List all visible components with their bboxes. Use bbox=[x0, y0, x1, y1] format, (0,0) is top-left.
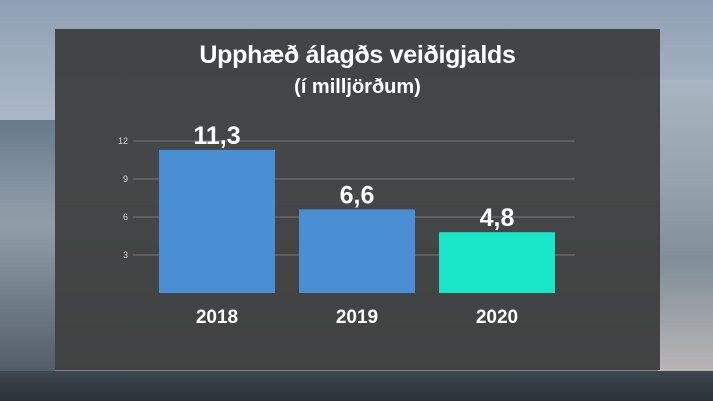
category-label: 2018 bbox=[196, 307, 238, 328]
bar-2018 bbox=[159, 149, 275, 293]
y-tick-labels: 3 6 9 12 bbox=[118, 136, 128, 260]
category-labels: 2018 2019 2020 bbox=[196, 307, 518, 328]
bar-chart: 3 6 9 12 11,3 6,6 4,8 2018 2019 2020 bbox=[118, 122, 575, 328]
y-tick-label: 6 bbox=[123, 212, 128, 222]
y-tick-label: 9 bbox=[123, 174, 128, 184]
data-label: 4,8 bbox=[480, 204, 515, 232]
bar-2020 bbox=[439, 232, 555, 293]
bar-2019 bbox=[299, 209, 415, 293]
data-label: 11,3 bbox=[193, 122, 240, 150]
y-tick-label: 3 bbox=[123, 250, 128, 260]
y-tick-label: 12 bbox=[118, 136, 128, 146]
chart-subtitle: (í milljörðum) bbox=[294, 76, 421, 98]
chart-panel: Upphæð álagðs veiðigjalds (í milljörðum)… bbox=[55, 29, 660, 370]
data-labels: 11,3 6,6 4,8 bbox=[193, 122, 514, 232]
background-bottom bbox=[0, 371, 713, 401]
bars bbox=[159, 149, 555, 293]
background-right bbox=[658, 80, 713, 380]
data-label: 6,6 bbox=[340, 181, 375, 209]
background-left bbox=[0, 120, 55, 380]
chart-title: Upphæð álagðs veiðigjalds bbox=[199, 41, 516, 69]
category-label: 2019 bbox=[336, 307, 378, 328]
category-label: 2020 bbox=[476, 307, 518, 328]
